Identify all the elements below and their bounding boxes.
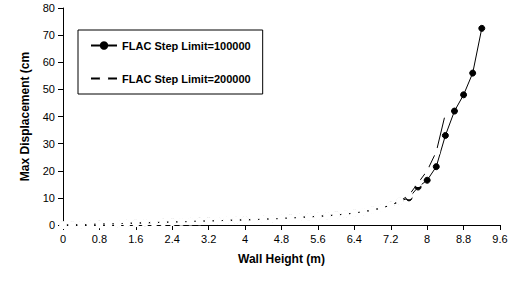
svg-text:0.8: 0.8: [92, 233, 107, 245]
svg-text:60: 60: [43, 56, 55, 68]
svg-text:2.4: 2.4: [165, 233, 180, 245]
svg-text:70: 70: [43, 29, 55, 41]
svg-text:80: 80: [43, 2, 55, 14]
svg-text:8.8: 8.8: [456, 233, 471, 245]
svg-text:Wall Height (m): Wall Height (m): [238, 252, 325, 266]
svg-text:30: 30: [43, 138, 55, 150]
svg-text:Max Displacement (cm: Max Displacement (cm: [18, 52, 32, 181]
svg-text:5.6: 5.6: [310, 233, 325, 245]
svg-text:10: 10: [43, 192, 55, 204]
svg-text:4.8: 4.8: [274, 233, 289, 245]
svg-text:9.6: 9.6: [492, 233, 507, 245]
svg-text:0: 0: [49, 219, 55, 231]
svg-text:3.2: 3.2: [201, 233, 216, 245]
svg-text:FLAC Step Limit=200000: FLAC Step Limit=200000: [122, 73, 251, 85]
svg-text:6.4: 6.4: [347, 233, 362, 245]
svg-text:1.6: 1.6: [128, 233, 143, 245]
svg-text:8: 8: [424, 233, 430, 245]
svg-text:0: 0: [60, 233, 66, 245]
svg-text:7.2: 7.2: [383, 233, 398, 245]
svg-text:40: 40: [43, 111, 55, 123]
svg-text:20: 20: [43, 165, 55, 177]
svg-text:50: 50: [43, 83, 55, 95]
svg-text:4: 4: [242, 233, 248, 245]
svg-text:FLAC Step Limit=100000: FLAC Step Limit=100000: [122, 40, 251, 52]
